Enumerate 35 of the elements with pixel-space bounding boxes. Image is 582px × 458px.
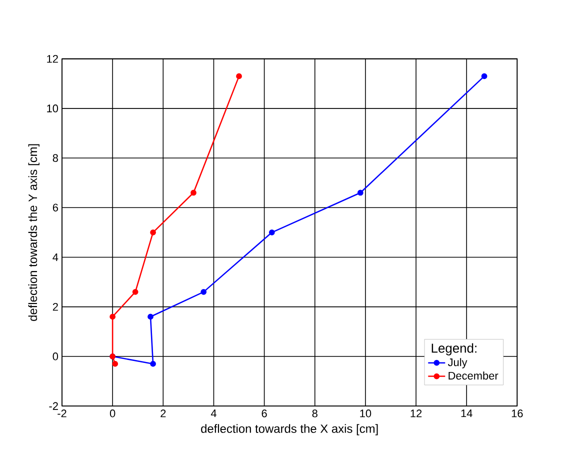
y-tick-label: 6 [52, 204, 58, 212]
point [150, 229, 156, 236]
point [236, 73, 242, 80]
y-tick-label: 4 [52, 253, 58, 261]
y-tick-label: 2 [52, 302, 58, 311]
x-tick-label: 4 [210, 410, 216, 418]
point [200, 288, 207, 295]
point [150, 360, 156, 367]
point [357, 190, 364, 196]
point [132, 288, 138, 295]
point [110, 314, 116, 320]
x-tick-label: 12 [410, 410, 422, 418]
y-tick-label: 10 [47, 104, 58, 112]
point [268, 229, 275, 236]
y-tick-label: 8 [52, 154, 58, 162]
y-tick-label: 0 [52, 352, 58, 360]
x-axis-title: deflection towards the X axis [cm] [201, 424, 378, 436]
x-tick-label: 10 [360, 410, 372, 418]
y-tick-label: 12 [47, 55, 58, 63]
legend-label: December [448, 372, 498, 380]
x-tick-label: 16 [512, 410, 523, 418]
point [190, 190, 196, 196]
x-tick-label: 2 [160, 410, 166, 418]
x-tick-label: -2 [58, 410, 66, 418]
x-tick-label: 0 [110, 410, 116, 418]
y-tick-label: -2 [49, 402, 58, 410]
point [481, 73, 488, 80]
y-axis-title: deflection towards the Y axis [cm] [28, 144, 40, 321]
legend-title: Legend: [432, 343, 476, 356]
x-tick-label: 8 [312, 410, 318, 418]
x-tick-label: 14 [461, 410, 472, 418]
x-tick-label: 6 [262, 410, 267, 418]
point [112, 360, 118, 367]
point [148, 314, 154, 320]
legend-label: July [448, 358, 468, 368]
